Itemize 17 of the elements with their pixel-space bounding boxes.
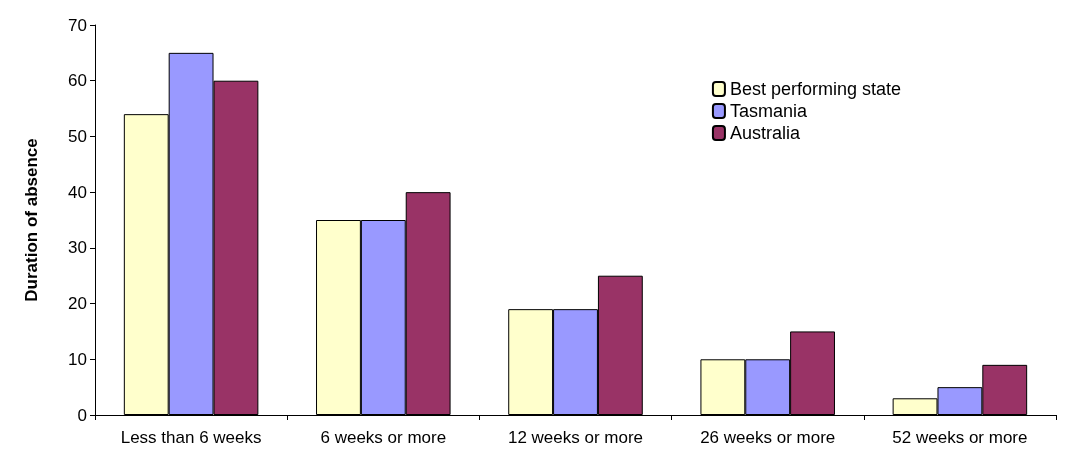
- x-tick-label: 52 weeks or more: [892, 428, 1028, 447]
- legend-label: Tasmania: [729, 101, 808, 121]
- y-tick-label: 20: [68, 294, 87, 314]
- x-tick-label: 12 weeks or more: [507, 428, 644, 447]
- y-tick-label: 30: [68, 238, 87, 258]
- legend-label: Best performing state: [729, 79, 902, 99]
- x-tick-label: 26 weeks or more: [700, 428, 836, 447]
- y-tick-label: 70: [68, 15, 87, 35]
- x-tick-label: 6 weeks or more: [320, 428, 447, 447]
- y-tick-label: 10: [68, 349, 87, 369]
- y-tick-label: 40: [68, 182, 87, 202]
- legend-label: Australia: [729, 123, 801, 143]
- x-tick-label: Less than 6 weeks: [120, 428, 262, 447]
- y-axis-title: Duration of absence: [22, 138, 41, 302]
- y-tick-label: 0: [77, 405, 87, 425]
- y-tick-label: 50: [68, 126, 87, 146]
- y-tick-label: 60: [68, 71, 87, 91]
